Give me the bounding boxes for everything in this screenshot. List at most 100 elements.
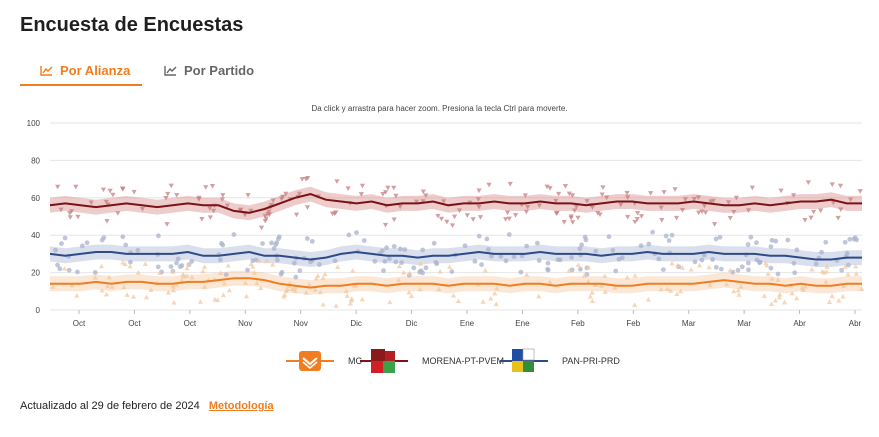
poll-point — [66, 267, 72, 273]
poll-point — [773, 238, 779, 244]
poll-point — [268, 203, 275, 208]
poll-point — [561, 220, 567, 225]
poll-point — [660, 267, 666, 272]
x-tick-label: Abr — [793, 319, 806, 328]
poll-point — [391, 217, 397, 223]
poll-point — [242, 212, 248, 218]
poll-point — [215, 297, 221, 303]
legend-item-mc[interactable]: MC — [286, 346, 362, 376]
poll-point — [701, 252, 707, 258]
poll-point — [121, 284, 127, 290]
footer: Actualizado al 29 de febrero de 2024 Met… — [20, 400, 274, 412]
poll-point — [313, 275, 319, 281]
poll-point — [819, 268, 825, 274]
series-line-morena-pt-pvem[interactable] — [49, 193, 862, 214]
poll-point — [672, 187, 678, 192]
poll-point — [397, 204, 403, 210]
poll-point — [476, 204, 482, 210]
poll-point — [384, 245, 389, 251]
tab-por-partido[interactable]: Por Partido — [164, 56, 254, 84]
poll-point — [823, 239, 829, 245]
poll-point — [476, 188, 482, 194]
poll-point — [635, 211, 641, 216]
poll-point — [420, 199, 426, 204]
poll-point — [110, 192, 116, 198]
poll-point — [712, 222, 718, 227]
morena-pt-pvem-logo-icon — [360, 349, 408, 373]
poll-point — [304, 205, 311, 210]
poll-point — [358, 192, 364, 197]
poll-point — [673, 215, 680, 221]
poll-point — [103, 291, 110, 297]
poll-point — [381, 268, 386, 274]
poll-point — [55, 262, 60, 268]
poll-point — [589, 289, 595, 295]
poll-point — [359, 183, 366, 189]
poll-point — [291, 260, 297, 266]
poll-point — [624, 274, 630, 280]
poll-point — [775, 277, 781, 282]
poll-point — [348, 297, 355, 303]
poll-point — [135, 247, 141, 253]
poll-point — [67, 211, 73, 216]
poll-point — [451, 214, 458, 220]
poll-point — [332, 258, 338, 264]
poll-point — [351, 283, 357, 288]
poll-point — [386, 256, 392, 262]
grid-layer — [50, 122, 862, 311]
poll-point — [385, 185, 391, 191]
x-tick-label: Ene — [515, 319, 530, 328]
poll-point — [243, 293, 250, 299]
series-line-pan-pri-prd[interactable] — [49, 250, 862, 261]
poll-point — [485, 247, 491, 252]
poll-point — [382, 190, 389, 195]
poll-point — [99, 287, 105, 293]
poll-point — [75, 214, 81, 220]
poll-point — [838, 207, 844, 212]
tab-por-alianza[interactable]: Por Alianza — [40, 56, 130, 84]
poll-point — [354, 230, 359, 236]
poll-point — [695, 195, 702, 201]
poll-point — [585, 264, 592, 270]
poll-point — [819, 249, 824, 255]
poll-point — [142, 261, 148, 266]
legend-item-pan-pri-prd[interactable]: PAN-PRI-PRD — [500, 346, 620, 376]
page-title: Encuesta de Encuestas — [20, 14, 244, 36]
poll-point — [569, 255, 574, 260]
poll-point — [749, 185, 755, 191]
poll-point — [345, 186, 351, 191]
poll-point — [189, 258, 195, 264]
axis-layer: 0 20 40 60 80 100 Oct Oct Oct Nov Nov Dic Dic Ene Ene F… — [27, 119, 862, 328]
poll-point — [406, 289, 412, 295]
poll-point — [164, 222, 170, 227]
poll-point — [792, 270, 798, 276]
poll-point — [409, 293, 415, 299]
poll-point — [380, 192, 386, 197]
poll-point — [88, 200, 94, 206]
poll-point — [650, 229, 656, 235]
x-tick-label: Oct — [73, 319, 86, 328]
poll-point — [553, 198, 559, 204]
poll-point — [696, 210, 702, 216]
poll-point — [768, 265, 774, 271]
legend-item-morena-pt-pvem[interactable]: MORENA-PT-PVEM — [360, 346, 504, 376]
poll-point — [418, 268, 424, 274]
series-line-mc[interactable] — [50, 277, 862, 289]
poll-point — [221, 280, 227, 286]
poll-point — [618, 202, 624, 208]
poll-point — [435, 213, 441, 219]
poll-point — [433, 259, 439, 265]
poll-point — [359, 296, 365, 302]
poll-point — [270, 261, 276, 267]
poll-point — [361, 238, 367, 243]
poll-point — [484, 236, 490, 242]
poll-point — [775, 271, 781, 277]
poll-point — [155, 264, 161, 270]
poll-chart[interactable]: 0 20 40 60 80 100 Oct Oct Oct Nov Nov Dic Dic Ene Ene F… — [0, 112, 879, 338]
poll-point — [857, 189, 863, 194]
poll-point — [344, 293, 350, 298]
methodology-link[interactable]: Metodología — [208, 400, 274, 412]
poll-point — [522, 193, 528, 199]
poll-point — [632, 219, 638, 225]
poll-point — [74, 292, 80, 298]
